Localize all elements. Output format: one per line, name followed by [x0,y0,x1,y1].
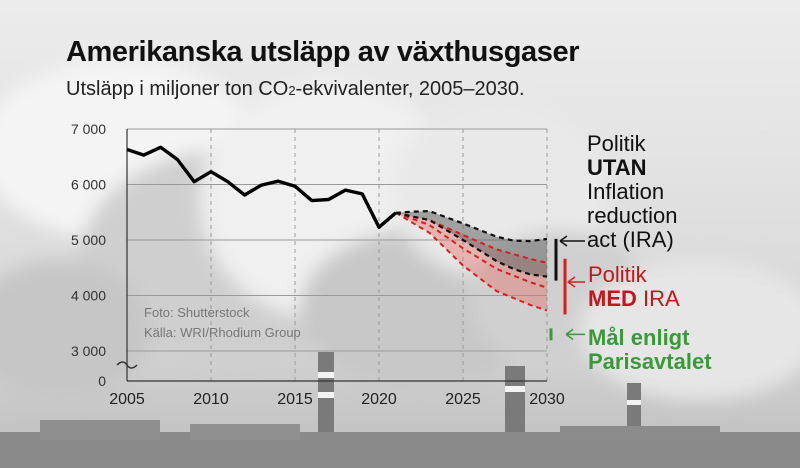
subtitle-text: Utsläpp i miljoner ton CO [66,78,289,100]
legend-with-ira: Politik MED IRA [588,263,680,311]
chart-title: Amerikanska utsläpp av växthusgaser [66,36,580,68]
legend-goal-line2: Parisavtalet [588,349,712,374]
smoke-clouds [0,60,800,400]
with-ira-arrow-head [567,276,576,288]
x-tick-label: 2015 [277,391,313,408]
chimney-stripes [318,372,641,405]
chart-subtitle: Utsläpp i miljoner ton CO2-ekvivalenter,… [66,78,525,101]
subtitle-text-end: -ekvivalenter, 2005–2030. [295,78,525,100]
historical-line [126,145,397,229]
legend-without-line1: Politik [587,131,646,156]
legend-without-line5: act (IRA) [587,227,674,252]
axis-break-mark [116,361,138,369]
legend-without-ira: Politik UTAN Inflation reduction act (IR… [587,132,678,252]
legend-with-rest: IRA [636,286,680,311]
y-tick-label: 3 000 [71,343,106,359]
subtitle-subscript: 2 [288,83,296,98]
with-ira-range-fill [395,212,547,311]
without-ira-lower-line [395,211,548,278]
x-tick-label: 2005 [109,391,145,408]
photo-credit: Foto: Shutterstock [144,305,250,320]
legend-without-line3: Inflation [587,179,665,204]
x-tick-label: 2020 [361,391,397,408]
legend-paris-goal: Mål enligt Parisavtalet [588,326,712,374]
x-tick-label: 2010 [193,391,229,408]
paris-goal-arrow-head [565,328,574,340]
legend-with-line1: Politik [588,262,647,287]
x-tick-label: 2030 [529,391,565,408]
y-tick-label: 0 [98,373,106,389]
legend-without-line2: UTAN [587,155,647,180]
y-tick-label: 6 000 [71,177,106,193]
source-credit: Källa: WRI/Rhodium Group [144,325,301,340]
x-tick-label: 2025 [445,391,481,408]
legend-with-bold: MED [588,286,637,311]
legend-without-line4: reduction [587,203,678,228]
without-ira-upper-line [395,209,548,243]
with-ira-line-2 [395,211,548,289]
y-tick-label: 7 000 [71,121,106,137]
y-tick-label: 5 000 [71,232,106,248]
without-ira-range-fill [395,211,547,277]
legend-goal-line1: Mål enligt [588,325,690,350]
without-ira-arrow-head [559,235,568,247]
y-tick-label: 4 000 [71,288,106,304]
